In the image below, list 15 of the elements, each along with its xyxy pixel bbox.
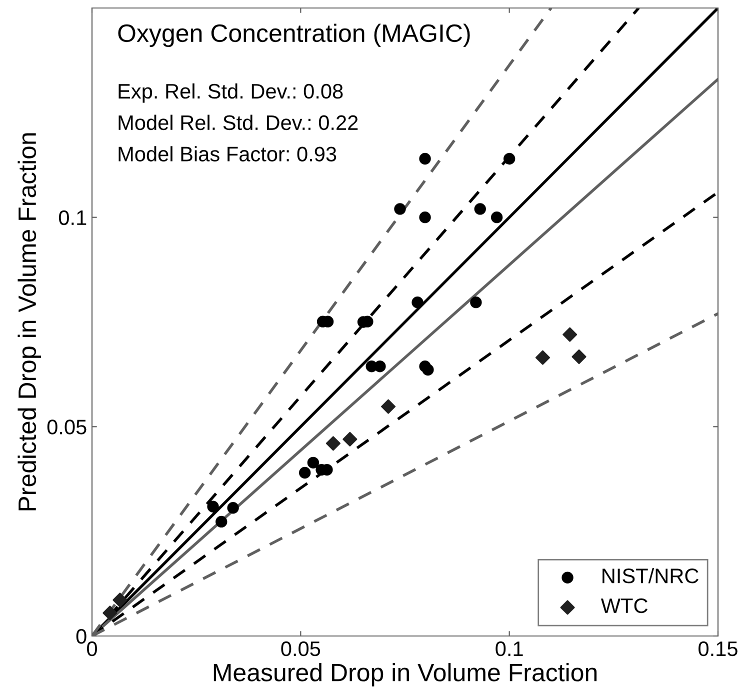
annotation: Exp. Rel. Std. Dev.: 0.08 — [118, 83, 343, 103]
x-tick-label: 0.15 — [698, 641, 738, 656]
legend-label: NIST/NRC — [602, 568, 698, 584]
annotation: Model Bias Factor: 0.93 — [118, 146, 336, 162]
x-tick-label: 0.05 — [281, 641, 320, 656]
x-tick-label: 0 — [87, 641, 97, 656]
y-axis-title: Predicted Drop in Volume Fraction — [18, 133, 42, 510]
y-tick-label: 0.05 — [47, 420, 86, 434]
legend-label: WTC — [600, 598, 648, 614]
x-axis-title: Measured Drop in Volume Fraction — [214, 663, 597, 686]
annotation: Model Rel. Std. Dev.: 0.22 — [118, 114, 358, 130]
x-tick-label: 0.1 — [496, 641, 523, 656]
y-tick-label: 0.1 — [58, 210, 86, 226]
y-tick-label: 0 — [76, 629, 86, 644]
annotation: Oxygen Concentration (MAGIC) — [118, 24, 470, 48]
